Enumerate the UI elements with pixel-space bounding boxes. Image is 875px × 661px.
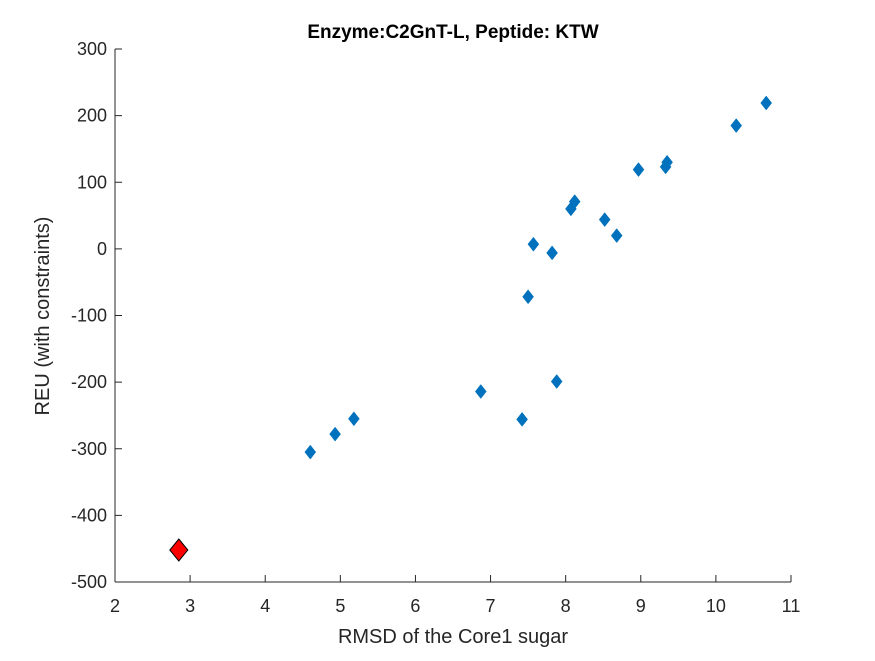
y-tick-label: -300: [71, 439, 107, 459]
data-point: [568, 194, 581, 210]
y-axis-label: REU (with constraints): [32, 217, 54, 416]
highlight-point: [169, 538, 189, 562]
x-axis-label: RMSD of the Core1 sugar: [338, 626, 568, 648]
data-point: [329, 426, 341, 442]
y-tick-label: 300: [77, 39, 107, 59]
x-tick-label: 3: [185, 596, 195, 616]
x-tick-label: 4: [260, 596, 270, 616]
data-point: [546, 245, 558, 261]
x-tick-label: 10: [706, 596, 726, 616]
y-tick-label: -200: [71, 372, 107, 392]
x-tick-label: 7: [486, 596, 496, 616]
data-point: [516, 411, 528, 427]
chart-title: Enzyme:C2GnT-L, Peptide: KTW: [307, 22, 598, 43]
x-tick-label: 8: [561, 596, 571, 616]
data-point: [348, 411, 360, 427]
x-tick-label: 11: [782, 596, 801, 616]
data-point: [598, 212, 611, 228]
x-tick-label: 9: [636, 596, 646, 616]
data-point: [661, 154, 673, 170]
data-points: [169, 95, 773, 562]
data-point: [730, 118, 743, 134]
y-tick-label: 100: [77, 172, 107, 192]
x-tick-label: 6: [410, 596, 420, 616]
data-point: [760, 95, 773, 111]
data-point: [522, 289, 534, 305]
data-point: [527, 236, 540, 252]
y-axis-ticks: 300 200 100 0 -100 -200 -300 -400 -500: [71, 39, 122, 592]
data-point: [550, 374, 563, 389]
y-tick-label: -500: [71, 572, 107, 592]
data-point: [304, 444, 317, 460]
y-tick-label: 0: [97, 239, 107, 259]
x-tick-label: 5: [335, 596, 345, 616]
y-tick-label: -100: [71, 306, 107, 326]
data-point: [474, 384, 487, 399]
x-tick-label: 2: [110, 596, 120, 616]
y-tick-label: -400: [71, 505, 107, 525]
y-tick-label: 200: [77, 106, 107, 126]
data-point: [632, 162, 645, 178]
axes: [114, 49, 791, 583]
data-point: [610, 228, 623, 244]
x-axis-ticks: 2 3 4 5 6 7 8 9 10 11: [110, 575, 800, 616]
